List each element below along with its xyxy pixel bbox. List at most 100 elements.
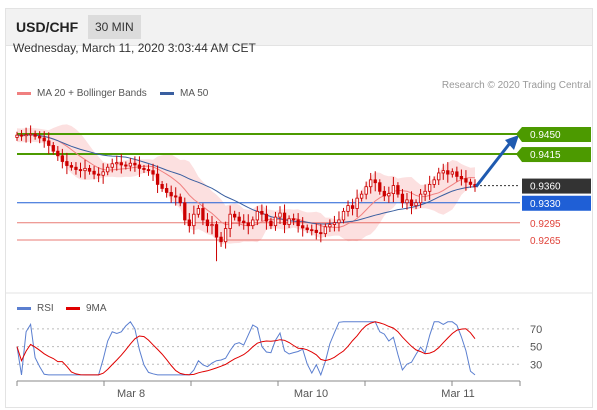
candle-body <box>78 169 83 172</box>
candle-body <box>174 195 178 198</box>
candle-body <box>187 219 191 227</box>
candle-body <box>33 133 37 137</box>
candle-body <box>137 164 142 169</box>
candles-layer <box>15 125 477 262</box>
rsi-tick-label: 50 <box>530 342 542 354</box>
candle-body <box>19 134 24 137</box>
price-tag-0.9360 <box>522 178 591 194</box>
candle-body <box>210 224 214 227</box>
candle-body <box>464 178 468 183</box>
price-tag-0.9450 <box>522 127 591 142</box>
candle-body <box>291 218 296 221</box>
bollinger-band-fill <box>17 124 475 245</box>
candle-body <box>106 166 110 173</box>
price-tag-label: 0.9265 <box>530 236 561 247</box>
candle-body <box>183 202 187 221</box>
rsi-layer: 70 50 30 <box>16 321 542 377</box>
candle-body <box>287 218 291 225</box>
rsi-tick-label: 30 <box>530 359 542 371</box>
timeframe-badge[interactable]: 30 MIN <box>88 15 141 39</box>
price-tag-0.9415 <box>522 147 591 163</box>
price-tag-0.9330 <box>522 195 591 211</box>
candle-body <box>305 227 309 231</box>
ma50-legend-swatch <box>160 92 174 95</box>
rsi-legend-label: RSI <box>37 303 54 314</box>
candle-body <box>405 199 409 204</box>
ma50-legend-label: MA 50 <box>180 88 209 99</box>
candle-body <box>124 164 128 167</box>
forecast-arrow-head <box>505 135 519 150</box>
price-tag-label: 0.9330 <box>530 199 561 210</box>
candle-body <box>160 184 164 189</box>
candle-body <box>373 179 377 184</box>
price-tag-label: 0.9360 <box>530 182 561 193</box>
candle-body <box>350 205 355 209</box>
x-tick-label: Mar 11 <box>441 388 474 400</box>
candle-body <box>423 190 427 195</box>
x-tick-label: Mar 10 <box>294 388 328 400</box>
candle-body <box>74 166 78 170</box>
candle-body <box>115 162 119 165</box>
candle-body <box>382 190 386 197</box>
candle-body <box>437 172 441 181</box>
rsi-line <box>16 321 476 377</box>
candle-body <box>51 145 55 152</box>
candle-body <box>269 220 273 227</box>
candle-body <box>92 170 96 175</box>
candle-body <box>69 165 74 168</box>
candle-body <box>468 181 473 185</box>
candle-body <box>15 134 19 138</box>
rsi-legend-swatch <box>17 307 31 310</box>
candle-body <box>418 193 423 204</box>
candle-body <box>219 236 223 243</box>
candle-body <box>155 173 160 185</box>
candle-body <box>201 208 205 221</box>
candle-body <box>369 179 373 188</box>
candle-body <box>38 135 42 139</box>
candle-body <box>409 199 414 207</box>
candle-body <box>450 171 454 175</box>
candle-body <box>169 192 173 197</box>
candle-body <box>233 213 237 218</box>
candle-body <box>151 170 155 175</box>
candle-body <box>314 229 318 233</box>
timestamp: Wednesday, March 11, 2020 3:03:44 AM CET <box>13 41 256 55</box>
chart-frame: USD/CHF 30 MIN <box>5 8 593 408</box>
candle-body <box>24 134 28 137</box>
candle-body <box>28 133 33 136</box>
candle-body <box>42 137 46 142</box>
candle-body <box>142 167 146 170</box>
symbol-title: USD/CHF <box>16 19 79 35</box>
candle-body <box>296 219 300 227</box>
candle-body <box>414 202 418 207</box>
bollinger-band-layer <box>17 124 475 245</box>
candle-body <box>255 210 259 221</box>
rsi-ma-legend-label: 9MA <box>86 303 107 314</box>
candle-body <box>246 222 250 227</box>
candle-body <box>323 226 328 235</box>
candle-body <box>264 213 269 222</box>
attribution-text: Research © 2020 Trading Central <box>441 80 591 91</box>
candle-body <box>282 212 287 225</box>
candle-body <box>446 170 450 175</box>
candle-body <box>133 162 137 166</box>
candle-body <box>223 228 228 243</box>
candle-body <box>237 216 241 222</box>
candle-body <box>332 222 337 225</box>
ma50-line <box>16 134 476 225</box>
ma20-legend-swatch <box>17 92 31 95</box>
candle-body <box>341 210 346 221</box>
candle-body <box>119 162 123 166</box>
candle-body <box>441 170 445 174</box>
candle-body <box>164 188 169 193</box>
candle-body <box>301 225 305 229</box>
forecast-arrow-layer <box>474 135 519 188</box>
candle-body <box>310 229 314 232</box>
candle-body <box>328 224 332 228</box>
candle-body <box>65 161 69 166</box>
candle-body <box>56 150 60 157</box>
candle-body <box>146 169 151 172</box>
candle-body <box>387 193 391 197</box>
rsi-ma-line <box>16 321 476 376</box>
candle-body <box>251 219 255 227</box>
